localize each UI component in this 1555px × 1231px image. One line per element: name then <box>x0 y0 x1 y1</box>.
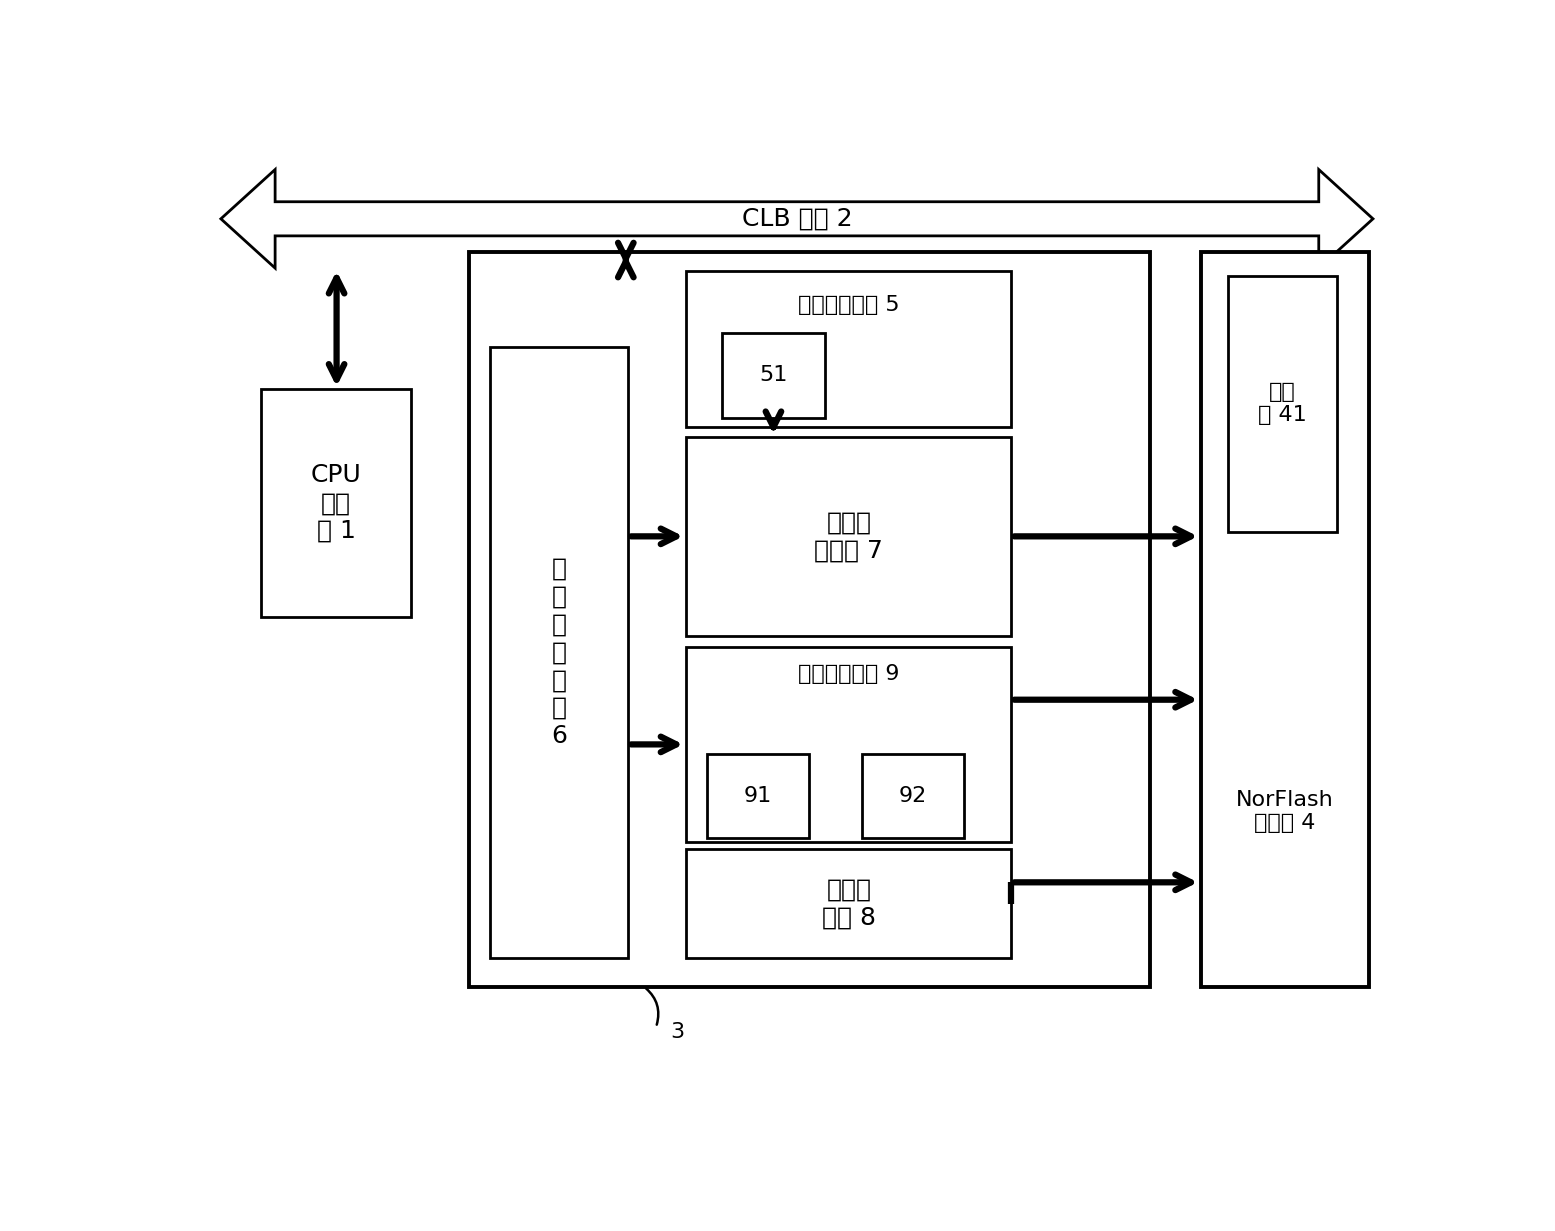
Bar <box>490 347 628 958</box>
Text: CLB 总线 2: CLB 总线 2 <box>742 207 852 230</box>
Bar <box>261 389 411 617</box>
Bar <box>722 332 824 417</box>
Bar <box>686 437 1011 636</box>
Bar <box>470 252 1151 986</box>
Text: 信息
块 41: 信息 块 41 <box>1258 382 1308 425</box>
Bar <box>1200 252 1370 986</box>
Bar <box>686 271 1011 427</box>
Text: 51: 51 <box>759 366 788 385</box>
Bar <box>706 755 809 838</box>
Text: 地
址
译
码
电
路
6: 地 址 译 码 电 路 6 <box>550 558 568 748</box>
Text: 91: 91 <box>743 787 771 806</box>
Text: CPU
处理
器 1: CPU 处理 器 1 <box>311 463 361 543</box>
Text: 配置寄存器组 9: 配置寄存器组 9 <box>798 665 899 684</box>
Polygon shape <box>221 170 1373 268</box>
Text: 92: 92 <box>899 787 927 806</box>
Bar <box>861 755 964 838</box>
Text: NorFlash
存储器 4: NorFlash 存储器 4 <box>1236 789 1334 833</box>
Bar <box>686 849 1011 958</box>
Text: 3: 3 <box>670 1022 684 1043</box>
Bar <box>686 648 1011 842</box>
Text: 写控制
电路 8: 写控制 电路 8 <box>821 878 875 929</box>
Text: 上电检测电路 5: 上电检测电路 5 <box>798 295 900 315</box>
Text: 坏块替
换电路 7: 坏块替 换电路 7 <box>815 511 883 563</box>
Bar <box>1228 276 1337 532</box>
